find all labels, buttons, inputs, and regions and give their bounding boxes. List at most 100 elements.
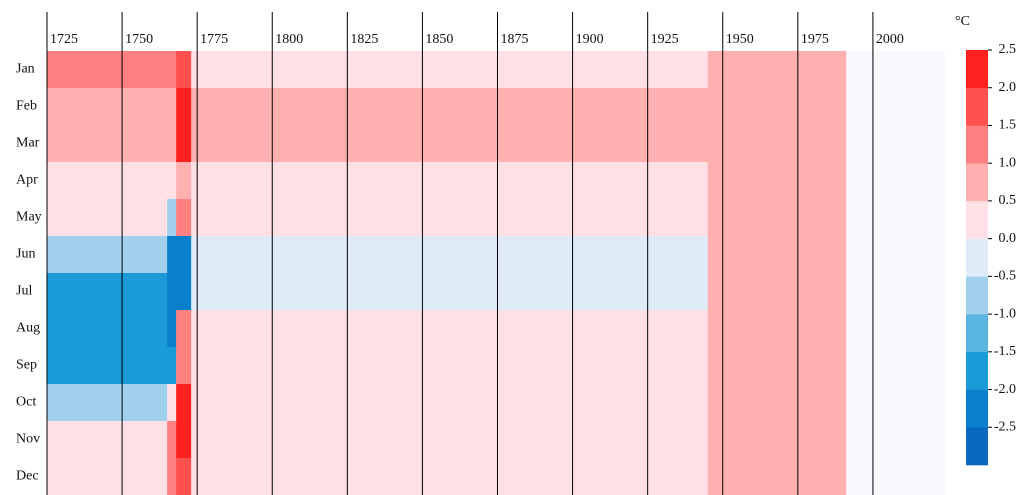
colorbar-bin — [966, 351, 988, 390]
heat-cell — [191, 236, 423, 274]
heat-cell — [422, 310, 709, 348]
heat-cell — [707, 347, 847, 385]
heat-cell — [707, 273, 847, 311]
heat-cell — [707, 51, 847, 89]
heat-cell — [707, 384, 847, 422]
heat-cell — [707, 199, 847, 237]
heat-cell — [47, 458, 168, 495]
colorbar-tick-label: 2.0 — [999, 80, 1017, 95]
colorbar-bin — [966, 163, 988, 202]
heat-cell — [191, 51, 423, 89]
heat-cell — [422, 162, 709, 200]
heat-cell — [707, 458, 847, 495]
y-tick-label: Jan — [16, 62, 35, 77]
heat-cell — [167, 162, 177, 200]
heat-cell — [422, 236, 709, 274]
y-tick-label: May — [16, 210, 42, 225]
x-tick-label: 1725 — [50, 32, 78, 47]
x-tick-label: 1950 — [726, 32, 754, 47]
colorbar-bin — [966, 238, 988, 277]
heat-cell — [422, 421, 709, 459]
heat-cell — [707, 162, 847, 200]
colorbar-bin — [966, 125, 988, 164]
heat-cell — [191, 88, 423, 126]
colorbar-bin — [966, 389, 988, 428]
heat-cell — [167, 199, 177, 237]
heat-cell — [191, 421, 423, 459]
heat-cell — [176, 273, 192, 311]
heat-cell — [191, 199, 423, 237]
heat-cell — [167, 88, 177, 126]
x-tick-label: 1900 — [576, 32, 604, 47]
x-tick-label: 1800 — [275, 32, 303, 47]
heat-cell — [422, 125, 709, 163]
heat-cell — [176, 199, 192, 237]
heat-cell — [176, 347, 192, 385]
colorbar-bin — [966, 200, 988, 239]
heat-cell — [176, 51, 192, 89]
heat-cell — [707, 421, 847, 459]
y-tick-label: Feb — [16, 99, 37, 114]
heat-cell — [176, 458, 192, 495]
x-tick-label: 1775 — [200, 32, 228, 47]
heat-cell — [422, 458, 709, 495]
heat-cell — [176, 384, 192, 422]
x-tick-label: 1925 — [651, 32, 679, 47]
heat-cell — [47, 162, 168, 200]
x-tick-label: 1825 — [350, 32, 378, 47]
heat-cell — [47, 421, 168, 459]
heat-cell — [191, 310, 423, 348]
colorbar-tick-label: 0.0 — [999, 231, 1017, 246]
colorbar-tick-label: 1.0 — [999, 155, 1017, 170]
colorbar-tick-label: -2.0 — [994, 382, 1016, 397]
colorbar-tick-label: -0.5 — [994, 269, 1016, 284]
heat-cell — [167, 458, 177, 495]
colorbar-tick-label: 1.5 — [999, 118, 1017, 133]
heat-cell — [47, 273, 168, 311]
heat-cell — [167, 421, 177, 459]
y-tick-label: Nov — [16, 432, 40, 447]
x-tick-label: 2000 — [876, 32, 904, 47]
heat-cell — [422, 51, 709, 89]
heat-cell — [191, 125, 423, 163]
colorbar-tick-label: -1.5 — [994, 344, 1016, 359]
x-tick-label: 1875 — [501, 32, 529, 47]
colorbar-bin — [966, 87, 988, 126]
y-tick-label: Dec — [16, 469, 39, 484]
colorbar-bin — [966, 427, 988, 466]
heat-cell — [191, 347, 423, 385]
y-tick-label: Sep — [16, 358, 37, 373]
heat-cell — [176, 162, 192, 200]
heat-cell — [191, 273, 423, 311]
heat-cell — [47, 347, 168, 385]
heat-cell — [422, 384, 709, 422]
heat-cell — [707, 310, 847, 348]
colorbar-tick-label: -2.5 — [994, 419, 1016, 434]
heat-cell — [191, 384, 423, 422]
heat-cell — [422, 88, 709, 126]
y-tick-label: Mar — [16, 136, 40, 151]
colorbar-tick-label: 2.5 — [999, 42, 1017, 57]
heat-cell — [176, 421, 192, 459]
heat-cell — [176, 310, 192, 348]
x-tick-label: 1750 — [125, 32, 153, 47]
colorbar-bin — [966, 314, 988, 353]
colorbar-tick-label: 0.5 — [999, 193, 1017, 208]
heat-cell — [176, 125, 192, 163]
y-tick-label: Aug — [16, 321, 40, 336]
heat-cell — [167, 125, 177, 163]
y-tick-label: Apr — [16, 173, 38, 188]
colorbar-bin — [966, 50, 988, 89]
y-tick-label: Oct — [16, 395, 36, 410]
heat-cell — [191, 458, 423, 495]
colorbar-title: °C — [955, 14, 970, 29]
heat-cell — [422, 347, 709, 385]
heat-cell — [176, 236, 192, 274]
heat-cell — [707, 236, 847, 274]
heat-cell — [47, 51, 168, 89]
heat-cell — [707, 125, 847, 163]
colorbar-bin — [966, 276, 988, 315]
heat-cell — [167, 384, 177, 422]
heat-cell — [707, 88, 847, 126]
